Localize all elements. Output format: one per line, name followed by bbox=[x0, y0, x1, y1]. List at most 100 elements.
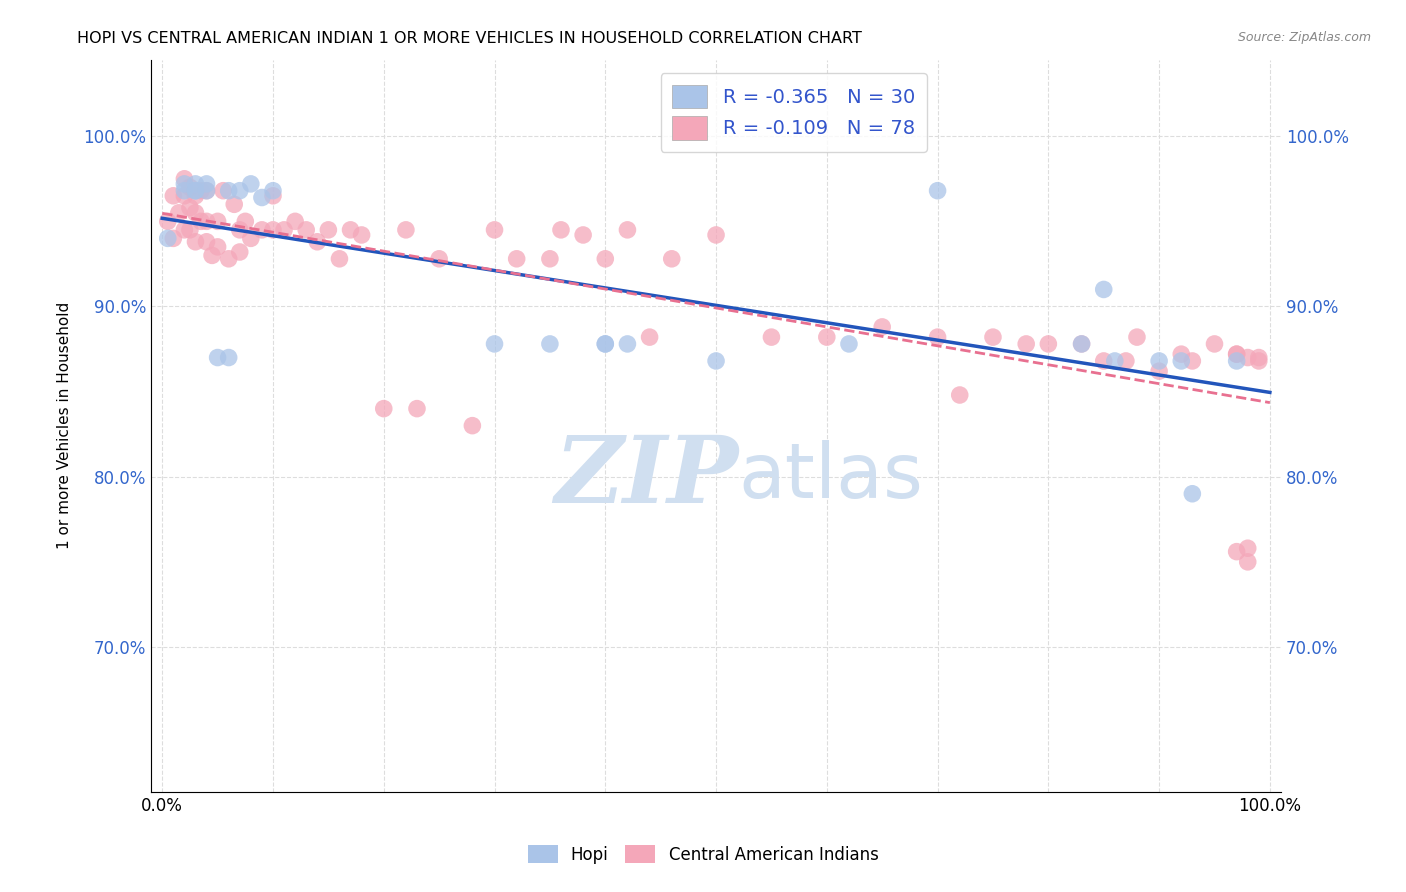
Point bbox=[190, 214, 212, 228]
Point bbox=[616, 337, 638, 351]
Point bbox=[572, 227, 595, 242]
Point bbox=[224, 197, 246, 211]
Point bbox=[207, 240, 229, 254]
Point bbox=[339, 223, 361, 237]
Point bbox=[262, 184, 284, 198]
Point bbox=[550, 223, 572, 237]
Point bbox=[195, 184, 218, 198]
Point bbox=[239, 177, 262, 191]
Point bbox=[179, 223, 201, 237]
Point bbox=[173, 189, 195, 203]
Point bbox=[173, 171, 195, 186]
Point bbox=[1070, 337, 1092, 351]
Point bbox=[1226, 347, 1249, 361]
Point bbox=[184, 184, 207, 198]
Point bbox=[156, 231, 179, 245]
Point bbox=[1147, 364, 1170, 378]
Point bbox=[1170, 354, 1192, 368]
Point bbox=[1226, 354, 1249, 368]
Point bbox=[1236, 351, 1258, 365]
Point bbox=[927, 184, 949, 198]
Point bbox=[1015, 337, 1038, 351]
Point bbox=[239, 231, 262, 245]
Point bbox=[173, 223, 195, 237]
Point bbox=[595, 252, 617, 266]
Point bbox=[1236, 555, 1258, 569]
Point bbox=[167, 206, 190, 220]
Point bbox=[233, 214, 256, 228]
Point bbox=[761, 330, 783, 344]
Point bbox=[427, 252, 450, 266]
Text: atlas: atlas bbox=[738, 440, 924, 514]
Point bbox=[273, 223, 295, 237]
Point bbox=[184, 206, 207, 220]
Point bbox=[981, 330, 1004, 344]
Point bbox=[638, 330, 661, 344]
Point bbox=[229, 184, 252, 198]
Point bbox=[195, 214, 218, 228]
Point bbox=[195, 177, 218, 191]
Point bbox=[595, 337, 617, 351]
Point bbox=[328, 252, 350, 266]
Text: Source: ZipAtlas.com: Source: ZipAtlas.com bbox=[1237, 31, 1371, 45]
Point bbox=[250, 190, 273, 204]
Point bbox=[704, 354, 727, 368]
Point bbox=[538, 337, 561, 351]
Point bbox=[284, 214, 307, 228]
Point bbox=[156, 214, 179, 228]
Point bbox=[704, 227, 727, 242]
Point bbox=[318, 223, 340, 237]
Point bbox=[406, 401, 429, 416]
Point bbox=[461, 418, 484, 433]
Text: HOPI VS CENTRAL AMERICAN INDIAN 1 OR MORE VEHICLES IN HOUSEHOLD CORRELATION CHAR: HOPI VS CENTRAL AMERICAN INDIAN 1 OR MOR… bbox=[77, 31, 862, 46]
Point bbox=[262, 223, 284, 237]
Point bbox=[1226, 544, 1249, 558]
Point bbox=[484, 337, 506, 351]
Point bbox=[1147, 354, 1170, 368]
Point bbox=[250, 223, 273, 237]
Point bbox=[207, 351, 229, 365]
Point bbox=[1181, 487, 1204, 501]
Point bbox=[595, 337, 617, 351]
Point bbox=[1247, 351, 1270, 365]
Point bbox=[1236, 541, 1258, 556]
Point bbox=[949, 388, 972, 402]
Point bbox=[1226, 347, 1249, 361]
Point bbox=[616, 223, 638, 237]
Point bbox=[1181, 354, 1204, 368]
Point bbox=[661, 252, 683, 266]
Legend: Hopi, Central American Indians: Hopi, Central American Indians bbox=[520, 838, 886, 871]
Point bbox=[184, 235, 207, 249]
Point bbox=[1038, 337, 1060, 351]
Point bbox=[184, 184, 207, 198]
Point bbox=[218, 252, 240, 266]
Point bbox=[184, 177, 207, 191]
Point bbox=[484, 223, 506, 237]
Point bbox=[373, 401, 395, 416]
Point bbox=[1247, 354, 1270, 368]
Point bbox=[395, 223, 418, 237]
Point bbox=[184, 189, 207, 203]
Point bbox=[229, 223, 252, 237]
Legend: R = -0.365   N = 30, R = -0.109   N = 78: R = -0.365 N = 30, R = -0.109 N = 78 bbox=[661, 73, 927, 152]
Point bbox=[212, 184, 235, 198]
Text: ZIP: ZIP bbox=[554, 432, 738, 522]
Point bbox=[229, 244, 252, 259]
Point bbox=[218, 351, 240, 365]
Point bbox=[350, 227, 373, 242]
Point bbox=[870, 319, 893, 334]
Point bbox=[190, 184, 212, 198]
Point bbox=[1170, 347, 1192, 361]
Point bbox=[307, 235, 329, 249]
Point bbox=[815, 330, 838, 344]
Point bbox=[1115, 354, 1137, 368]
Point bbox=[179, 180, 201, 194]
Point bbox=[538, 252, 561, 266]
Point bbox=[505, 252, 527, 266]
Point bbox=[218, 184, 240, 198]
Y-axis label: 1 or more Vehicles in Household: 1 or more Vehicles in Household bbox=[58, 302, 72, 549]
Point bbox=[179, 201, 201, 215]
Point bbox=[195, 184, 218, 198]
Point bbox=[162, 231, 184, 245]
Point bbox=[1070, 337, 1092, 351]
